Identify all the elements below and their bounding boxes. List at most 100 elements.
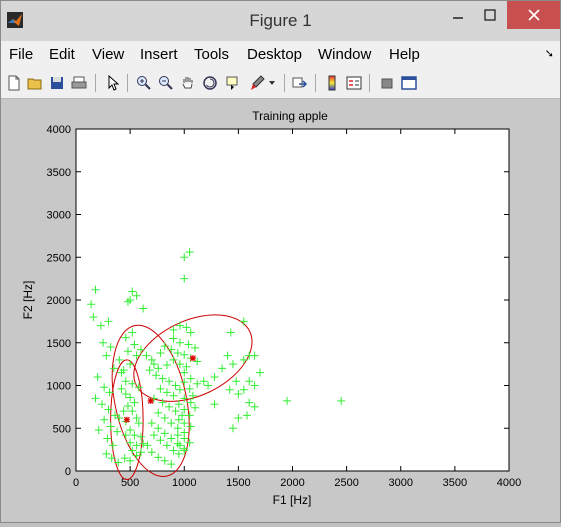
data-point [147, 355, 156, 364]
data-point [128, 287, 137, 296]
data-point [173, 431, 182, 440]
zoom-in-icon[interactable] [135, 74, 153, 92]
y-tick-label: 1000 [47, 381, 71, 393]
menu-edit[interactable]: Edit [49, 46, 75, 63]
data-point [175, 321, 184, 330]
rotate-3d-icon[interactable] [201, 74, 219, 92]
data-point [103, 434, 112, 443]
x-tick-label: 0 [73, 477, 79, 489]
maximize-button[interactable] [473, 1, 507, 29]
data-point [173, 424, 182, 433]
data-point [174, 449, 183, 458]
scatter-plot[interactable]: Training apple 0 500 1000 1500 2000 2500 3000 3… [1, 99, 560, 522]
plot-axes[interactable] [75, 128, 510, 472]
data-point [134, 383, 143, 392]
data-point [126, 438, 135, 447]
new-figure-icon[interactable] [5, 74, 23, 92]
window-title: Figure 1 [249, 11, 312, 30]
data-point [225, 385, 234, 394]
ellipses-group [110, 314, 253, 481]
data-point [89, 313, 98, 322]
close-button[interactable] [507, 1, 560, 29]
data-point [178, 411, 187, 420]
data-point [180, 394, 189, 403]
figure-canvas: Training apple 0 500 1000 1500 2000 2500 3000 3… [1, 99, 560, 522]
colorbar-icon[interactable] [323, 74, 341, 92]
data-point [104, 317, 113, 326]
data-point [239, 317, 248, 326]
open-file-icon[interactable] [26, 74, 44, 92]
y-tick-label: 2500 [47, 252, 71, 264]
data-point [228, 360, 237, 369]
data-point [108, 441, 117, 450]
data-point [136, 448, 145, 457]
data-point [107, 454, 116, 463]
data-point [184, 340, 193, 349]
data-point [130, 398, 139, 407]
cluster-ellipse [111, 324, 190, 478]
data-point [186, 374, 195, 383]
data-point [132, 291, 141, 300]
x-tick-label: 1500 [226, 477, 250, 489]
data-point [158, 374, 167, 383]
legend-icon[interactable] [345, 74, 363, 92]
menu-dock-arrow-icon[interactable]: ➘ [544, 48, 554, 60]
title-bar[interactable]: Figure 1 [1, 1, 560, 41]
data-point [139, 439, 148, 448]
data-point [188, 391, 197, 400]
data-point [169, 446, 178, 455]
data-point [180, 368, 189, 377]
hide-plot-tools-icon[interactable] [378, 74, 396, 92]
data-point [193, 357, 202, 366]
pointer-icon[interactable] [104, 74, 122, 92]
data-point [149, 360, 158, 369]
data-point [175, 360, 184, 369]
menu-help[interactable]: Help [389, 46, 420, 63]
save-icon[interactable] [48, 74, 66, 92]
data-point [149, 431, 158, 440]
zoom-out-icon[interactable] [157, 74, 175, 92]
data-point [156, 349, 165, 358]
print-icon[interactable] [70, 74, 88, 92]
menu-view[interactable]: View [92, 46, 125, 63]
menu-tools[interactable]: Tools [194, 46, 230, 63]
link-plot-icon[interactable] [291, 74, 309, 92]
data-point [234, 390, 243, 399]
data-point [109, 364, 118, 373]
show-plot-tools-icon[interactable] [400, 74, 418, 92]
data-point [130, 431, 139, 440]
toolbar-separator [284, 74, 285, 92]
menu-desktop[interactable]: Desktop [247, 46, 303, 63]
data-point [234, 413, 243, 422]
menu-insert[interactable]: Insert [140, 46, 178, 63]
data-point [94, 425, 103, 434]
menu-window[interactable]: Window [318, 46, 372, 63]
data-point [117, 384, 126, 393]
pan-hand-icon[interactable] [179, 74, 197, 92]
data-point [165, 402, 174, 411]
data-point [134, 419, 143, 428]
data-point [185, 438, 194, 447]
brush-icon[interactable] [248, 74, 266, 92]
data-point [223, 351, 232, 360]
data-point [160, 456, 169, 465]
brush-dropdown-icon[interactable] [267, 74, 277, 92]
data-point [174, 400, 183, 409]
data-point [173, 349, 182, 358]
data-point [165, 377, 174, 386]
data-cursor-icon[interactable] [224, 74, 242, 92]
data-point [191, 403, 200, 412]
centers-group [123, 355, 196, 423]
menu-file[interactable]: File [9, 46, 34, 63]
minimize-button[interactable] [441, 1, 475, 29]
data-point [182, 362, 191, 371]
data-point [156, 436, 165, 445]
data-point [132, 351, 141, 360]
data-point [97, 400, 106, 409]
data-point [123, 297, 132, 306]
data-point [154, 408, 163, 417]
x-axis-label: F1 [Hz] [273, 493, 312, 507]
data-point [250, 381, 259, 390]
data-point [175, 338, 184, 347]
data-point [143, 441, 152, 450]
